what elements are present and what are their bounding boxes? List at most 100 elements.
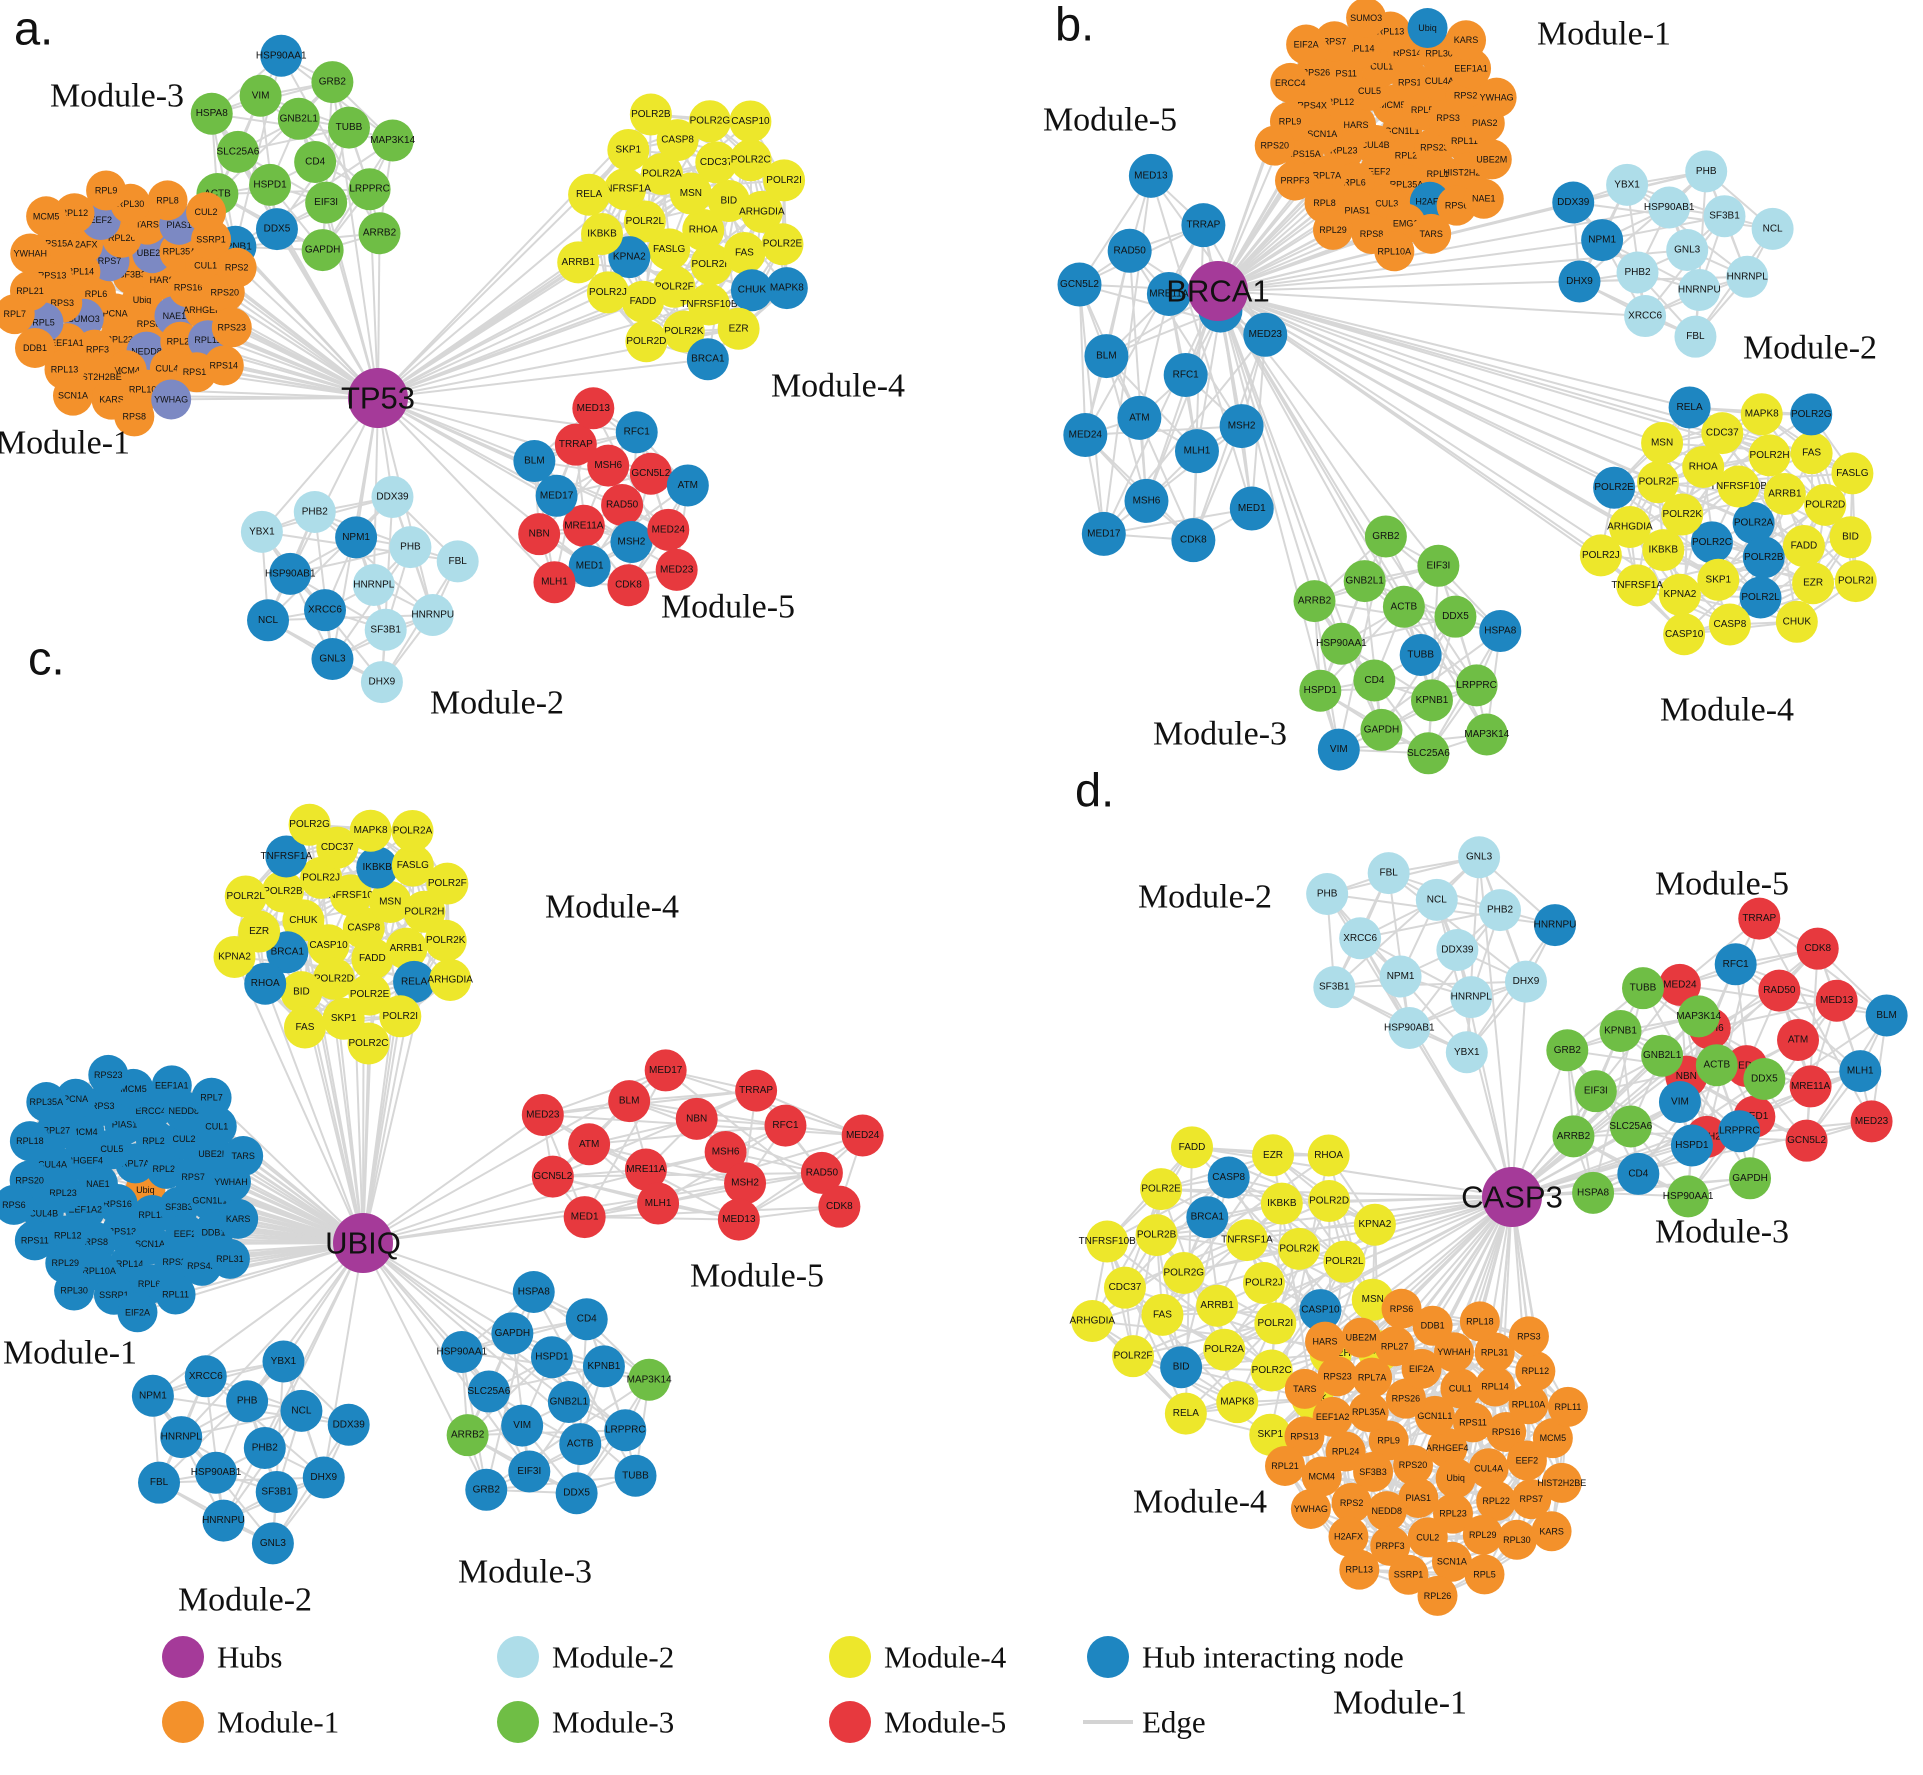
node-eif3i[interactable]: EIF3I (1574, 1070, 1617, 1113)
node-ncl[interactable]: NCL (280, 1389, 323, 1432)
node-npm1[interactable]: NPM1 (335, 516, 378, 559)
node-cul2[interactable]: CUL2 (186, 192, 227, 233)
node-mlh1[interactable]: MLH1 (1839, 1050, 1882, 1093)
node-scn1a[interactable]: SCN1A (52, 375, 93, 416)
node-phb2[interactable]: PHB2 (243, 1427, 286, 1469)
node-fadd[interactable]: FADD (1171, 1126, 1214, 1169)
node-polr2e[interactable]: POLR2E (1140, 1168, 1183, 1211)
node-cdk8[interactable]: CDK8 (607, 564, 650, 607)
node-nbn[interactable]: NBN (675, 1097, 718, 1140)
node-hsp90ab1[interactable]: HSP90AB1 (191, 1451, 242, 1494)
node-ddx5[interactable]: DDX5 (1743, 1057, 1786, 1100)
node-rpl5[interactable]: RPL5 (1464, 1554, 1505, 1595)
node-ncl[interactable]: NCL (1415, 878, 1458, 921)
node-polr2i[interactable]: POLR2I (763, 159, 806, 202)
node-polr2d[interactable]: POLR2D (1308, 1180, 1351, 1223)
node-rps11[interactable]: RPS11 (14, 1220, 55, 1261)
node-med23[interactable]: MED23 (521, 1093, 564, 1136)
node-hnrnpl[interactable]: HNRNPL (352, 564, 395, 606)
hub-node-tp53[interactable]: TP53 (341, 368, 415, 428)
node-polr2b[interactable]: POLR2B (1135, 1214, 1178, 1257)
node-tubb[interactable]: TUBB (614, 1454, 657, 1497)
node-cdk8[interactable]: CDK8 (1796, 927, 1839, 970)
hub-node-casp3[interactable]: CASP3 (1461, 1167, 1563, 1227)
node-fas[interactable]: FAS (723, 232, 766, 275)
node-sf3b1[interactable]: SF3B1 (255, 1470, 298, 1513)
node-xrcc6[interactable]: XRCC6 (184, 1355, 227, 1398)
node-kpnb1[interactable]: KPNB1 (1410, 679, 1453, 722)
node-fas[interactable]: FAS (283, 1006, 326, 1049)
node-tubb[interactable]: TUBB (1622, 967, 1665, 1010)
node-fbl[interactable]: FBL (1367, 852, 1410, 895)
node-xrcc6[interactable]: XRCC6 (1339, 917, 1382, 960)
node-med13[interactable]: MED13 (1815, 979, 1858, 1022)
node-polr2b[interactable]: POLR2B (1742, 536, 1785, 579)
node-ddx5[interactable]: DDX5 (1434, 595, 1477, 638)
node-polr2e[interactable]: POLR2E (1593, 466, 1636, 509)
node-nae1[interactable]: NAE1 (1463, 178, 1504, 219)
node-sf3b1[interactable]: SF3B1 (1703, 195, 1746, 238)
node-rad50[interactable]: RAD50 (1107, 228, 1152, 273)
node-trrap[interactable]: TRRAP (1738, 897, 1781, 940)
node-rps20[interactable]: RPS20 (1254, 125, 1295, 166)
node-gcn5l2[interactable]: GCN5L2 (1785, 1119, 1828, 1162)
node-hnrnpu[interactable]: HNRNPU (1534, 904, 1577, 947)
node-ube2m[interactable]: UBE2M (1471, 139, 1512, 180)
node-nbn[interactable]: NBN (518, 513, 561, 556)
node-eif2a[interactable]: EIF2A (1286, 24, 1327, 65)
node-ube2m[interactable]: UBE2M (1341, 1317, 1382, 1358)
node-ezr[interactable]: EZR (717, 307, 760, 350)
node-hnrnpl[interactable]: HNRNPL (1450, 976, 1493, 1019)
node-gnl3[interactable]: GNL3 (311, 637, 354, 680)
node-ikbkb[interactable]: IKBKB (1260, 1182, 1303, 1225)
node-ercc4[interactable]: ERCC4 (1270, 62, 1311, 103)
node-rpl9[interactable]: RPL9 (86, 170, 127, 211)
node-nedd8[interactable]: NEDD8 (1366, 1491, 1407, 1532)
node-casp10[interactable]: CASP10 (729, 100, 772, 143)
node-med24[interactable]: MED24 (841, 1114, 884, 1157)
node-dhx9[interactable]: DHX9 (360, 661, 403, 704)
node-cdc37[interactable]: CDC37 (1701, 412, 1744, 455)
node-ywhag[interactable]: YWHAG (151, 379, 192, 420)
node-gapdh[interactable]: GAPDH (1360, 708, 1403, 751)
node-polr2e[interactable]: POLR2E (761, 223, 804, 266)
node-med17[interactable]: MED17 (1081, 511, 1126, 556)
node-phb[interactable]: PHB (226, 1380, 269, 1423)
node-rps14[interactable]: RPS14 (203, 345, 244, 386)
node-vim[interactable]: VIM (1317, 728, 1360, 771)
node-hnrnpl[interactable]: HNRNPL (160, 1416, 203, 1459)
node-hspa8[interactable]: HSPA8 (190, 92, 233, 135)
node-rpl29[interactable]: RPL29 (1462, 1514, 1503, 1555)
node-rpl21[interactable]: RPL21 (1265, 1445, 1306, 1486)
node-mlh1[interactable]: MLH1 (637, 1182, 680, 1225)
node-skp1[interactable]: SKP1 (1697, 558, 1740, 601)
node-arrb2[interactable]: ARRB2 (1552, 1115, 1595, 1158)
node-chuk[interactable]: CHUK (1775, 600, 1818, 643)
node-tars[interactable]: TARS (1284, 1368, 1325, 1409)
node-blm[interactable]: BLM (1084, 334, 1129, 379)
node-msh2[interactable]: MSH2 (1219, 404, 1264, 449)
node-phb[interactable]: PHB (1685, 150, 1728, 193)
hub-node-brca1[interactable]: BRCA1 (1166, 261, 1270, 321)
node-hspa8[interactable]: HSPA8 (1479, 610, 1522, 653)
node-polr2g[interactable]: POLR2G (688, 100, 731, 143)
node-mapk8[interactable]: MAPK8 (349, 809, 392, 852)
node-med23[interactable]: MED23 (655, 548, 698, 591)
node-arrb2[interactable]: ARRB2 (358, 212, 401, 255)
node-casp8[interactable]: CASP8 (1708, 603, 1751, 646)
node-rpl11[interactable]: RPL11 (1547, 1386, 1588, 1427)
node-vim[interactable]: VIM (1658, 1081, 1701, 1123)
node-rps23[interactable]: RPS23 (88, 1054, 129, 1095)
node-arhgdia[interactable]: ARHGDIA (427, 958, 473, 1001)
node-mre11a[interactable]: MRE11A (1789, 1065, 1832, 1108)
node-dhx9[interactable]: DHX9 (1558, 260, 1601, 303)
node-ddx39[interactable]: DDX39 (327, 1403, 370, 1446)
node-rpl13[interactable]: RPL13 (1339, 1549, 1380, 1590)
node-kpna2[interactable]: KPNA2 (1658, 573, 1701, 616)
node-gnb2l1[interactable]: GNB2L1 (1641, 1034, 1684, 1077)
node-hspa8[interactable]: HSPA8 (1572, 1171, 1615, 1214)
node-eef1a1[interactable]: EEF1A1 (151, 1065, 192, 1106)
node-fas[interactable]: FAS (1141, 1293, 1184, 1336)
node-polr2j[interactable]: POLR2J (1579, 534, 1622, 577)
node-med24[interactable]: MED24 (647, 508, 690, 551)
